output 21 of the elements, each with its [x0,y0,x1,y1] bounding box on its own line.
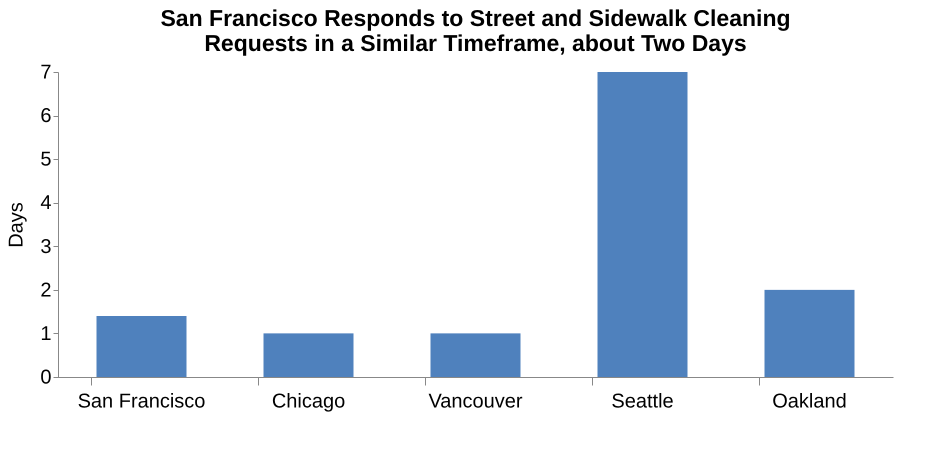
x-tick-label: Vancouver [428,390,523,412]
y-tick-label: 5 [40,148,52,171]
text: Requests in a Similar Timeframe, about Two Days [204,30,747,56]
y-tick-label: 1 [40,322,52,345]
bar [264,333,354,377]
y-tick-label: 3 [40,236,52,258]
x-tick-label: San Francisco [78,390,206,412]
x-tick-label: Chicago [272,390,346,412]
bar [96,316,186,377]
y-tick-label: 7 [40,62,52,84]
bar [430,333,520,377]
y-tick-label: 0 [40,366,52,388]
x-tick-label: Oakland [772,390,847,412]
text: San Francisco Responds to Street and Sidewalk Cleaning [160,5,791,31]
y-tick-label: 6 [40,105,52,128]
y-axis-title: Days [5,202,28,248]
y-tick-label: 2 [40,279,52,302]
bar [764,290,854,377]
bar [598,72,688,377]
x-tick-label: Seattle [611,390,674,412]
y-tick-label: 4 [40,192,52,214]
